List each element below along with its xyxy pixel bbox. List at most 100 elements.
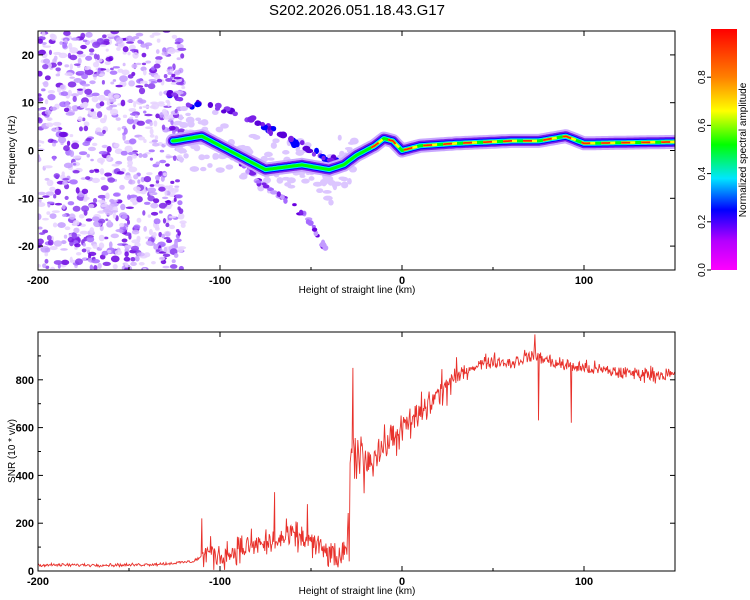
noise-blob	[99, 44, 107, 47]
noise-blob	[44, 109, 52, 116]
noise-blob	[97, 218, 106, 224]
noise-blob	[67, 81, 77, 88]
noise-blob	[60, 91, 69, 97]
noise-blob	[138, 262, 145, 266]
noise-blob	[111, 163, 120, 167]
noise-blob	[150, 211, 159, 216]
noise-blob	[70, 93, 79, 97]
noise-blob	[62, 42, 68, 49]
noise-blob	[92, 73, 98, 78]
noise-blob	[174, 185, 180, 189]
noise-blob	[66, 140, 71, 147]
noise-blob	[42, 229, 49, 234]
noise-blob	[72, 205, 81, 212]
noise-blob	[95, 127, 102, 133]
noise-blob	[80, 32, 86, 39]
noise-blob	[124, 267, 129, 270]
noise-blob	[84, 88, 93, 95]
noise-blob	[44, 177, 50, 181]
halo-blob	[173, 120, 183, 126]
noise-blob	[109, 104, 118, 108]
noise-blob	[151, 32, 161, 36]
spectral-blob	[283, 197, 288, 204]
noise-blob	[63, 145, 70, 152]
noise-blob	[110, 233, 119, 239]
noise-blob	[49, 106, 58, 111]
y-tick-label: 20	[22, 50, 34, 62]
noise-blob	[171, 34, 178, 39]
x-tick-label: 0	[399, 275, 405, 287]
noise-blob	[41, 31, 46, 37]
spectral-blob	[268, 129, 274, 137]
noise-blob	[38, 113, 41, 117]
noise-blob	[148, 149, 155, 153]
noise-blob	[139, 80, 148, 84]
halo-blob	[215, 126, 224, 133]
halo-blob	[252, 134, 261, 140]
figure-title: S202.2026.051.18.43.G17	[269, 2, 445, 19]
noise-blob	[52, 140, 58, 144]
noise-blob	[130, 261, 137, 267]
noise-blob	[77, 116, 83, 122]
spectral-blob	[276, 191, 281, 197]
noise-blob	[68, 213, 76, 220]
halo-blob	[341, 181, 349, 189]
noise-blob	[38, 117, 43, 124]
noise-blob	[149, 134, 155, 138]
noise-blob	[124, 262, 129, 268]
noise-blob	[42, 58, 51, 64]
noise-blob	[99, 168, 105, 175]
noise-blob	[83, 236, 88, 242]
noise-blob	[175, 179, 180, 183]
noise-blob	[143, 252, 151, 258]
x-tick-label: -200	[27, 576, 49, 588]
noise-blob	[91, 96, 99, 103]
noise-blob	[67, 236, 75, 243]
noise-blob	[88, 48, 95, 53]
noise-blob	[115, 37, 124, 44]
noise-blob	[102, 261, 111, 267]
halo-blob	[183, 153, 189, 159]
spectral-blob	[292, 203, 297, 207]
noise-blob	[73, 63, 81, 66]
noise-blob	[153, 63, 161, 69]
noise-blob	[71, 231, 77, 239]
noise-blob	[132, 35, 140, 40]
noise-blob	[149, 128, 154, 135]
noise-blob	[90, 158, 94, 162]
noise-blob	[96, 157, 105, 164]
noise-blob	[142, 267, 147, 270]
spectral-blob	[232, 111, 238, 117]
noise-blob	[81, 257, 89, 261]
noise-blob	[173, 76, 182, 80]
noise-blob	[161, 108, 168, 115]
noise-blob	[158, 91, 163, 97]
noise-blob	[159, 159, 167, 164]
noise-blob	[127, 160, 133, 166]
spectral-blob	[299, 140, 305, 146]
noise-blob	[128, 107, 137, 112]
noise-blob	[134, 114, 139, 119]
noise-blob	[126, 41, 135, 44]
spectral-blob	[320, 239, 326, 246]
noise-blob	[38, 238, 44, 245]
y-tick-label: -10	[18, 193, 34, 205]
noise-blob	[100, 185, 109, 191]
noise-blob	[134, 255, 140, 262]
noise-blob	[153, 198, 160, 204]
noise-blob	[47, 239, 54, 246]
x-tick-label: -100	[209, 275, 231, 287]
noise-blob	[133, 174, 139, 180]
noise-blob	[73, 77, 82, 83]
noise-blob	[38, 49, 46, 56]
noise-blob	[168, 125, 176, 131]
noise-blob	[133, 101, 137, 108]
noise-blob	[109, 198, 115, 203]
noise-blob	[155, 179, 160, 184]
colorbar-tick-label: 0.4	[697, 166, 708, 180]
halo-blob	[270, 142, 277, 149]
noise-blob	[117, 68, 124, 73]
noise-blob	[149, 105, 156, 109]
spectral-blob	[298, 209, 304, 215]
halo-blob	[198, 154, 206, 161]
